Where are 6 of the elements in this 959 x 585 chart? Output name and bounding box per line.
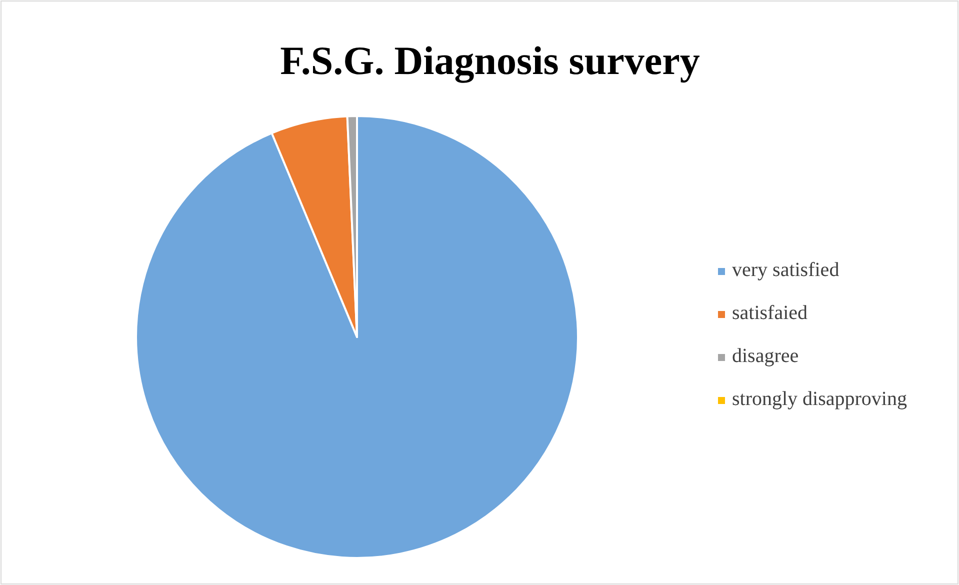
- legend-label: strongly disapproving: [732, 388, 907, 410]
- legend-label: disagree: [732, 345, 799, 367]
- pie-slice: [135, 115, 579, 559]
- legend-label: satisfaied: [732, 302, 808, 324]
- legend-label: very satisfied: [732, 259, 840, 281]
- chart-title: F.S.G. Diagnosis survery: [280, 38, 700, 83]
